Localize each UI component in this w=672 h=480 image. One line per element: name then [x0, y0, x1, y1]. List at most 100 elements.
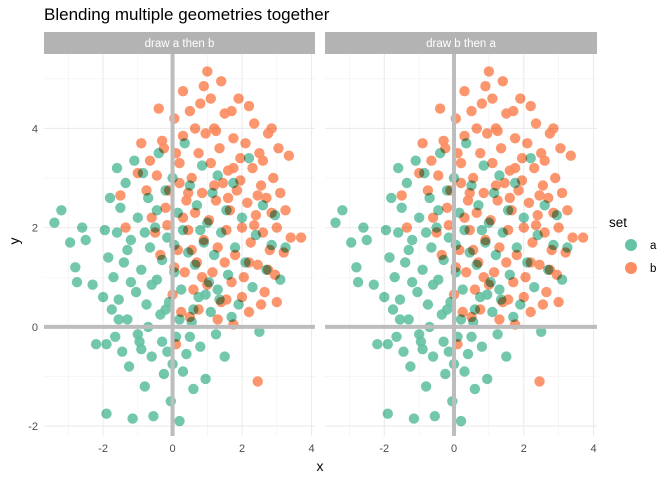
point-a — [482, 289, 493, 300]
point-b — [555, 143, 566, 154]
point-b — [487, 93, 498, 104]
point-a — [219, 351, 230, 362]
point-a — [504, 269, 515, 280]
point-b — [459, 86, 470, 97]
point-a — [502, 205, 514, 216]
point-a — [518, 212, 529, 223]
point-a — [471, 259, 482, 270]
point-b — [210, 125, 222, 137]
point-b — [482, 128, 493, 139]
point-b — [255, 180, 267, 191]
point-a — [97, 291, 109, 303]
point-b — [509, 133, 521, 144]
point-b — [209, 180, 220, 191]
point-a — [188, 383, 199, 395]
point-b — [497, 76, 508, 87]
point-b — [562, 205, 573, 216]
point-a — [380, 224, 392, 236]
point-b — [243, 100, 255, 112]
point-a — [87, 279, 98, 290]
point-b — [240, 138, 251, 149]
point-a — [99, 224, 111, 236]
point-a — [462, 348, 474, 360]
point-b — [257, 227, 269, 238]
point-a — [522, 257, 533, 268]
point-b — [172, 244, 183, 256]
point-b — [235, 175, 246, 186]
point-a — [212, 170, 223, 181]
point-a — [490, 249, 502, 261]
point-a — [394, 314, 406, 325]
point-a — [455, 314, 467, 325]
point-b — [177, 130, 189, 142]
x-tick-label: 4 — [590, 443, 596, 455]
point-a — [495, 294, 507, 305]
point-a — [122, 244, 133, 256]
x-tick-label: 4 — [308, 443, 314, 455]
point-b — [150, 227, 161, 238]
point-b — [156, 135, 168, 146]
facet-strip-label: draw b then a — [426, 38, 496, 50]
point-a — [148, 411, 159, 422]
point-b — [184, 311, 196, 323]
point-b — [132, 167, 143, 179]
point-a — [141, 299, 152, 310]
point-b — [193, 148, 204, 159]
point-a — [127, 413, 138, 424]
point-b — [136, 138, 147, 149]
point-a — [337, 205, 348, 216]
point-b — [530, 220, 542, 231]
point-b — [529, 162, 540, 174]
point-b — [219, 257, 230, 268]
point-a — [464, 247, 475, 258]
point-b — [120, 222, 131, 233]
point-a — [132, 212, 143, 223]
point-a — [529, 282, 540, 293]
point-a — [56, 205, 67, 216]
point-a — [501, 351, 512, 362]
point-b — [534, 376, 545, 387]
point-a — [195, 224, 206, 236]
point-a — [118, 257, 130, 268]
point-a — [49, 217, 60, 228]
point-b — [577, 232, 589, 243]
point-a — [407, 234, 418, 246]
point-a — [420, 381, 432, 392]
point-a — [120, 177, 131, 189]
point-b — [252, 259, 263, 270]
point-a — [77, 222, 88, 233]
point-a — [200, 373, 211, 385]
x-tick-label: -2 — [98, 443, 108, 455]
point-b — [295, 232, 307, 243]
point-a — [417, 264, 428, 275]
point-a — [106, 304, 118, 315]
point-a — [125, 234, 137, 246]
point-b — [455, 157, 467, 169]
point-a — [196, 160, 208, 171]
point-b — [214, 143, 225, 154]
point-b — [247, 162, 258, 174]
point-a — [403, 314, 414, 325]
facet-strip-label: draw a then b — [145, 38, 215, 50]
point-b — [160, 202, 171, 213]
x-tick-label: 0 — [169, 443, 175, 455]
point-a — [351, 262, 362, 273]
point-a — [229, 242, 241, 253]
point-a — [478, 160, 489, 171]
point-b — [255, 299, 267, 310]
point-b — [144, 155, 156, 166]
point-a — [382, 408, 393, 419]
point-a — [379, 291, 390, 303]
point-a — [122, 314, 133, 325]
point-a — [459, 366, 470, 377]
point-b — [567, 232, 578, 243]
point-b — [245, 237, 256, 248]
point-a — [139, 227, 150, 238]
point-a — [483, 217, 495, 228]
point-b — [188, 284, 199, 295]
point-a — [243, 153, 255, 164]
point-b — [193, 304, 204, 315]
point-a — [539, 200, 550, 211]
point-a — [414, 329, 425, 340]
point-a — [361, 234, 372, 246]
